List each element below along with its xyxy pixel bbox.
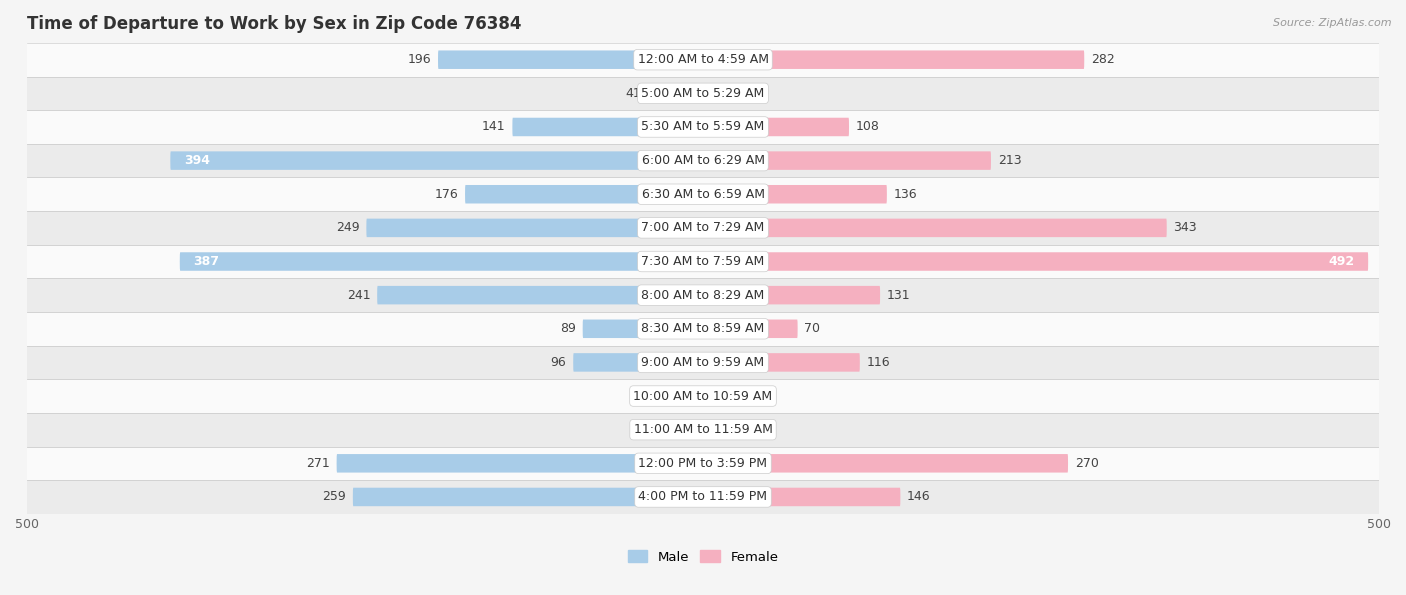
Text: 492: 492 [1329, 255, 1354, 268]
Text: 271: 271 [307, 457, 330, 470]
Bar [27, 278, 1379, 312]
FancyBboxPatch shape [703, 488, 900, 506]
Text: 41: 41 [626, 87, 641, 100]
FancyBboxPatch shape [703, 353, 860, 372]
Bar [27, 43, 1379, 77]
FancyBboxPatch shape [703, 421, 748, 439]
Text: 213: 213 [998, 154, 1021, 167]
Text: 343: 343 [1174, 221, 1197, 234]
Text: 70: 70 [804, 322, 820, 335]
Text: 33: 33 [755, 423, 770, 436]
Text: 23: 23 [741, 87, 756, 100]
FancyBboxPatch shape [180, 252, 703, 271]
Bar [27, 446, 1379, 480]
Text: 8:30 AM to 8:59 AM: 8:30 AM to 8:59 AM [641, 322, 765, 335]
Text: 5:00 AM to 5:29 AM: 5:00 AM to 5:29 AM [641, 87, 765, 100]
FancyBboxPatch shape [703, 252, 1368, 271]
FancyBboxPatch shape [582, 320, 703, 338]
Text: 96: 96 [551, 356, 567, 369]
FancyBboxPatch shape [367, 218, 703, 237]
Text: Time of Departure to Work by Sex in Zip Code 76384: Time of Departure to Work by Sex in Zip … [27, 15, 522, 33]
Text: 131: 131 [887, 289, 911, 302]
FancyBboxPatch shape [377, 286, 703, 305]
FancyBboxPatch shape [657, 387, 703, 405]
Bar [27, 312, 1379, 346]
Text: 11:00 AM to 11:59 AM: 11:00 AM to 11:59 AM [634, 423, 772, 436]
Text: 141: 141 [482, 120, 506, 133]
FancyBboxPatch shape [665, 421, 703, 439]
Text: 394: 394 [184, 154, 209, 167]
FancyBboxPatch shape [703, 51, 1084, 69]
Text: 249: 249 [336, 221, 360, 234]
FancyBboxPatch shape [703, 84, 734, 102]
Text: 89: 89 [560, 322, 576, 335]
FancyBboxPatch shape [703, 151, 991, 170]
Legend: Male, Female: Male, Female [627, 550, 779, 563]
Text: 5:30 AM to 5:59 AM: 5:30 AM to 5:59 AM [641, 120, 765, 133]
Text: 136: 136 [894, 188, 917, 201]
FancyBboxPatch shape [703, 286, 880, 305]
Text: 8:00 AM to 8:29 AM: 8:00 AM to 8:29 AM [641, 289, 765, 302]
Bar [27, 346, 1379, 379]
Text: 259: 259 [322, 490, 346, 503]
FancyBboxPatch shape [703, 118, 849, 136]
Bar [27, 379, 1379, 413]
Text: 7:30 AM to 7:59 AM: 7:30 AM to 7:59 AM [641, 255, 765, 268]
FancyBboxPatch shape [439, 51, 703, 69]
Text: 10:00 AM to 10:59 AM: 10:00 AM to 10:59 AM [634, 390, 772, 403]
Bar [27, 245, 1379, 278]
FancyBboxPatch shape [465, 185, 703, 203]
FancyBboxPatch shape [353, 488, 703, 506]
Text: 34: 34 [634, 390, 650, 403]
Text: Source: ZipAtlas.com: Source: ZipAtlas.com [1274, 18, 1392, 28]
Text: 146: 146 [907, 490, 931, 503]
Text: 6:00 AM to 6:29 AM: 6:00 AM to 6:29 AM [641, 154, 765, 167]
Text: 282: 282 [1091, 53, 1115, 66]
Text: 6:30 AM to 6:59 AM: 6:30 AM to 6:59 AM [641, 188, 765, 201]
FancyBboxPatch shape [170, 151, 703, 170]
Text: 12:00 AM to 4:59 AM: 12:00 AM to 4:59 AM [637, 53, 769, 66]
Text: 196: 196 [408, 53, 432, 66]
FancyBboxPatch shape [703, 387, 749, 405]
Text: 387: 387 [193, 255, 219, 268]
Text: 270: 270 [1074, 457, 1098, 470]
FancyBboxPatch shape [648, 84, 703, 102]
Text: 4:00 PM to 11:59 PM: 4:00 PM to 11:59 PM [638, 490, 768, 503]
FancyBboxPatch shape [574, 353, 703, 372]
Bar [27, 110, 1379, 144]
FancyBboxPatch shape [703, 185, 887, 203]
Bar [27, 211, 1379, 245]
FancyBboxPatch shape [336, 454, 703, 472]
FancyBboxPatch shape [512, 118, 703, 136]
FancyBboxPatch shape [703, 218, 1167, 237]
Bar [27, 413, 1379, 446]
Text: 241: 241 [347, 289, 370, 302]
Bar [27, 177, 1379, 211]
Text: 12:00 PM to 3:59 PM: 12:00 PM to 3:59 PM [638, 457, 768, 470]
Bar [27, 144, 1379, 177]
Text: 34: 34 [756, 390, 772, 403]
Text: 7:00 AM to 7:29 AM: 7:00 AM to 7:29 AM [641, 221, 765, 234]
Bar [27, 77, 1379, 110]
Bar [27, 480, 1379, 513]
Text: 9:00 AM to 9:59 AM: 9:00 AM to 9:59 AM [641, 356, 765, 369]
Text: 176: 176 [434, 188, 458, 201]
FancyBboxPatch shape [703, 454, 1069, 472]
FancyBboxPatch shape [703, 320, 797, 338]
Text: 108: 108 [856, 120, 880, 133]
Text: 116: 116 [866, 356, 890, 369]
Text: 28: 28 [643, 423, 658, 436]
